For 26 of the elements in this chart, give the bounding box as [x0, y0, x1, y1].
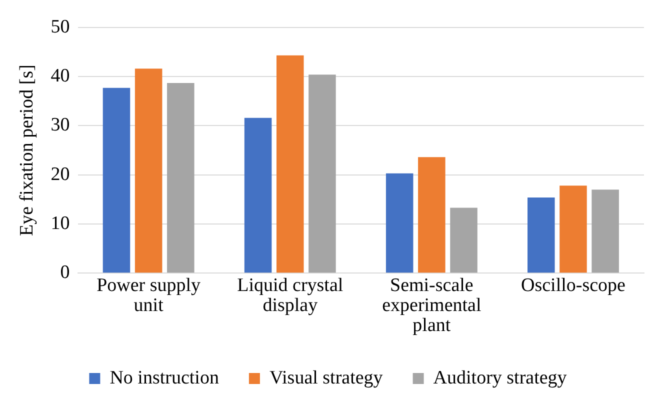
legend-label: No instruction — [110, 367, 220, 388]
bar — [450, 208, 478, 273]
bar — [308, 74, 336, 273]
y-tick-label: 20 — [50, 164, 70, 185]
y-tick-label: 0 — [60, 262, 70, 284]
legend-label: Auditory strategy — [433, 367, 568, 388]
x-tick-label: Semi-scale experimental plant — [382, 275, 482, 336]
bar — [386, 173, 414, 273]
y-tick-label: 30 — [50, 114, 70, 136]
bar — [418, 157, 446, 273]
y-axis-title: Eye fixation period [s] — [16, 64, 38, 236]
bar — [102, 88, 130, 273]
legend-label: Visual strategy — [269, 367, 384, 388]
bar — [167, 82, 194, 273]
bar — [244, 118, 272, 273]
y-tick-label: 10 — [50, 212, 70, 234]
bar — [134, 68, 162, 273]
bar — [560, 186, 587, 273]
bar — [592, 190, 619, 273]
x-tick-label: Liquid crystal display — [237, 275, 344, 316]
x-tick-label: Power supply unit — [96, 275, 202, 316]
bar — [276, 55, 304, 273]
y-tick-label: 40 — [50, 66, 70, 87]
y-tick-label: 50 — [50, 16, 70, 38]
x-tick-label: Oscillo-scope — [520, 275, 626, 296]
bar — [528, 197, 555, 273]
